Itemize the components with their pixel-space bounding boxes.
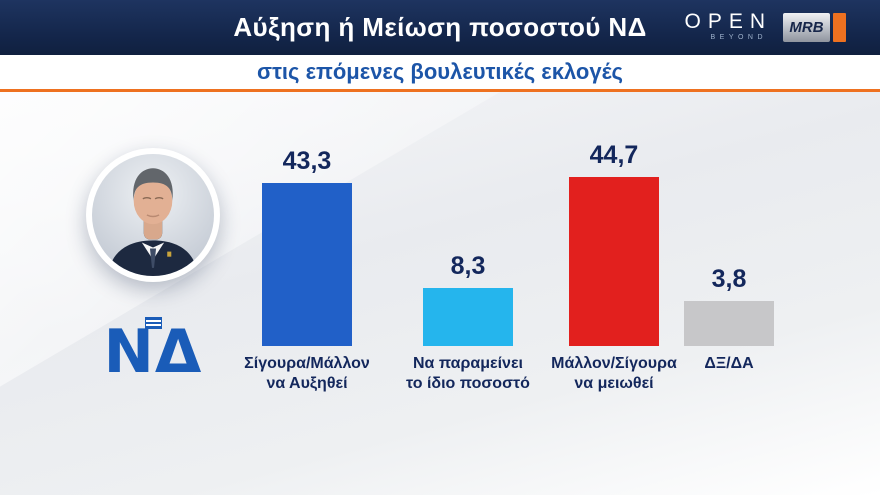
mrb-orange-stripe <box>833 13 846 42</box>
bar-dontknow <box>684 301 774 346</box>
nd-party-logo: ΝΔ <box>70 317 236 387</box>
mrb-logo: MRB <box>783 13 846 42</box>
label-line: να μειωθεί <box>574 375 654 392</box>
label-line: το ίδιο ποσοστό <box>406 375 530 392</box>
bar-group-same: 8,3 <box>393 252 543 346</box>
bar-group-dontknow: 3,8 <box>654 265 804 346</box>
label-line: Μάλλον/Σίγουρα <box>551 355 677 372</box>
bar-value: 43,3 <box>282 147 332 175</box>
label-line: να Αυξηθεί <box>266 375 348 392</box>
nd-logo-text: ΝΔ <box>103 317 203 387</box>
open-logo-subtext: BEYOND <box>710 34 768 41</box>
politician-portrait <box>86 148 220 282</box>
bar-label-same: Να παραμείνει το ίδιο ποσοστό <box>386 354 550 394</box>
bar-decrease <box>569 177 659 346</box>
page-subtitle: στις επόμενες βουλευτικές εκλογές <box>257 59 623 84</box>
person-silhouette-icon <box>92 154 214 276</box>
bar-label-decrease: Μάλλον/Σίγουρα να μειωθεί <box>532 354 696 394</box>
portrait-image <box>92 154 214 276</box>
greek-flag-icon <box>145 317 162 329</box>
bar-label-increase: Σίγουρα/Μάλλον να Αυξηθεί <box>225 354 389 394</box>
bar-value: 8,3 <box>450 252 486 280</box>
bar-value: 3,8 <box>711 265 747 293</box>
chart-area: ΝΔ 43,3 8,3 44,7 3,8 Σίγουρα/Μάλλον να Α… <box>0 92 880 495</box>
header-bar: Αύξηση ή Μείωση ποσοστού ΝΔ OPEN BEYOND … <box>0 0 880 55</box>
bar-value: 44,7 <box>589 141 639 169</box>
label-line: Σίγουρα/Μάλλον <box>244 355 370 372</box>
bar-same <box>423 288 513 346</box>
label-line: ΔΞ/ΔΑ <box>704 355 754 372</box>
open-logo-text: OPEN <box>684 10 772 33</box>
bar-increase <box>262 183 352 346</box>
orange-divider <box>0 89 880 92</box>
mrb-logo-text: MRB <box>783 13 830 42</box>
label-line: Να παραμείνει <box>413 355 523 372</box>
subtitle-strip: στις επόμενες βουλευτικές εκλογές <box>0 55 880 89</box>
bar-group-increase: 43,3 <box>232 147 382 346</box>
bar-label-dontknow: ΔΞ/ΔΑ <box>647 354 811 374</box>
page-title: Αύξηση ή Μείωση ποσοστού ΝΔ <box>233 12 647 42</box>
bar-group-decrease: 44,7 <box>539 141 689 346</box>
open-channel-logo: OPEN BEYOND <box>684 11 772 41</box>
